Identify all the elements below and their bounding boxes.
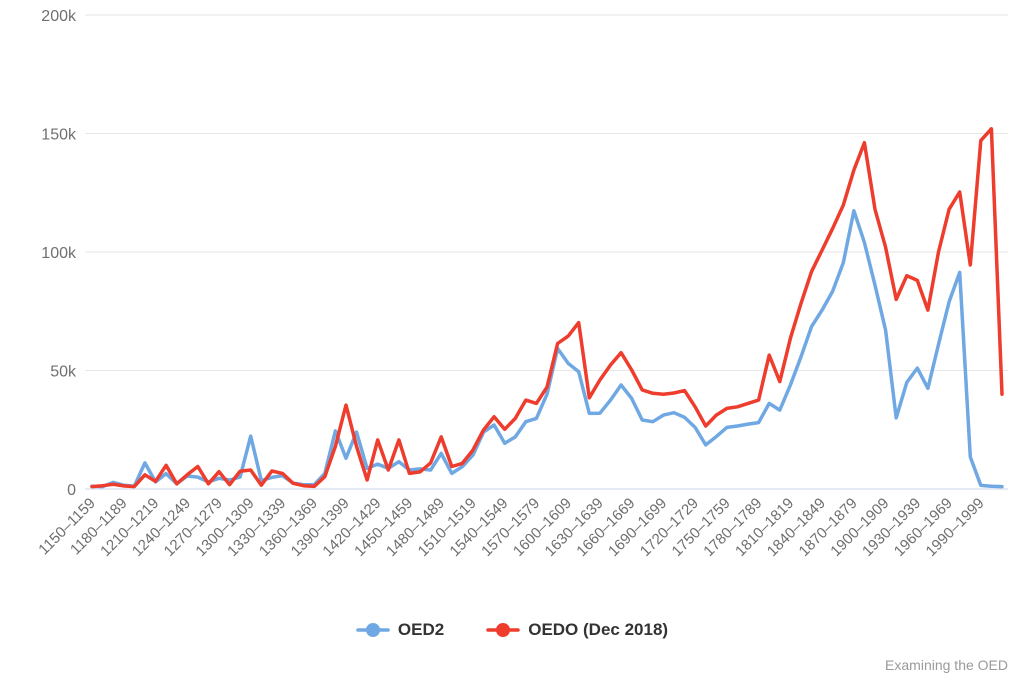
y-axis-label-0: 0 <box>67 482 76 499</box>
legend: OED2 OEDO (Dec 2018) <box>0 620 1024 640</box>
credit-text: Examining the OED <box>885 657 1008 673</box>
series-marker-oedo <box>486 623 520 637</box>
y-axis-label-150k: 150k <box>41 127 77 144</box>
legend-label-oed2: OED2 <box>397 620 445 639</box>
series-line-oed2[interactable] <box>90 209 1004 489</box>
y-axis-label-50k: 50k <box>50 364 77 381</box>
series-marker-oed2 <box>356 623 390 637</box>
y-axis-label-100k: 100k <box>41 245 77 262</box>
legend-item-oedo[interactable]: OEDO (Dec 2018) <box>486 620 668 640</box>
legend-label-oedo: OEDO (Dec 2018) <box>528 620 669 639</box>
series-line-oedo-dec-2018-[interactable] <box>90 127 1004 489</box>
y-axis-label-200k: 200k <box>41 8 77 25</box>
legend-item-oed2[interactable]: OED2 <box>356 620 444 640</box>
